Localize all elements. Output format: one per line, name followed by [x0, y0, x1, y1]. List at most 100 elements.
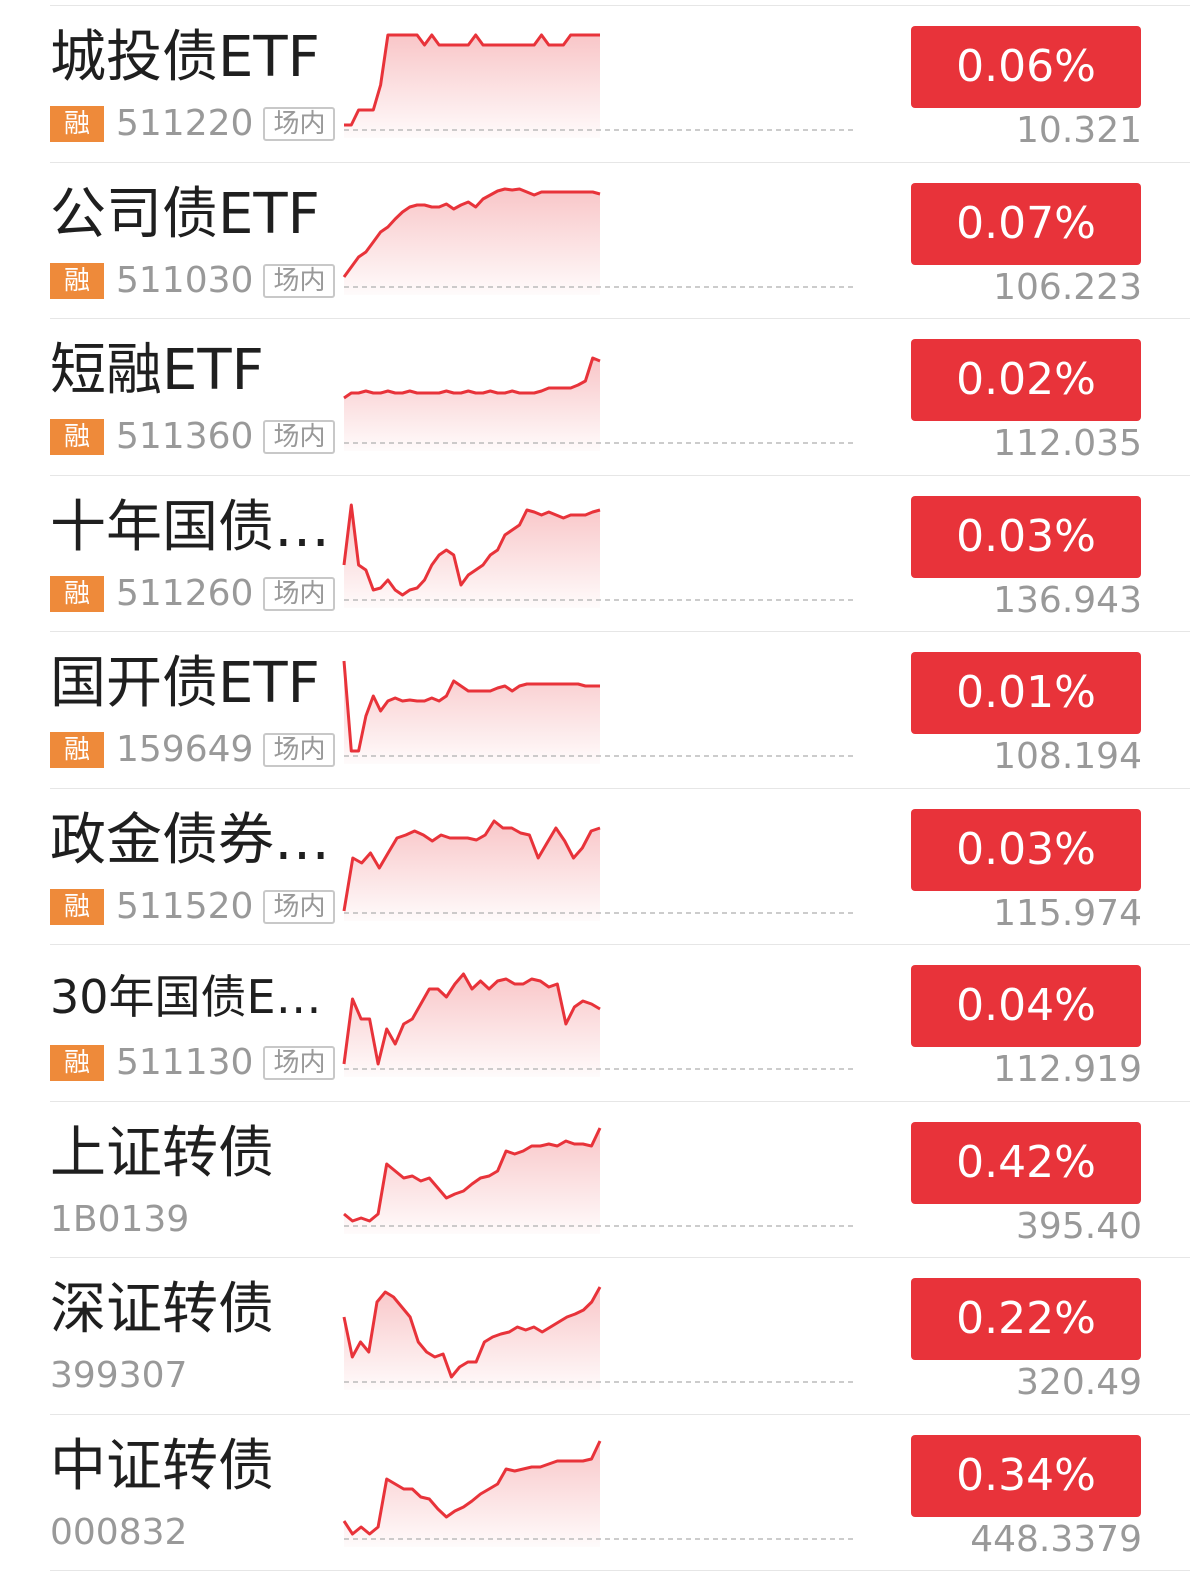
- sparkline-chart-icon: [342, 819, 856, 921]
- last-price: 448.3379: [970, 1518, 1142, 1560]
- sparkline-chart-icon: [342, 972, 856, 1077]
- sparkline-area: [344, 661, 600, 764]
- sparkline-line: [342, 660, 600, 753]
- margin-badge: 融: [50, 888, 104, 925]
- sparkline-line: [342, 819, 601, 911]
- change-percent-button[interactable]: 0.34%: [911, 1434, 1141, 1517]
- list-item-159649[interactable]: 国开债ETF 融 159649 场内 0.01% 108.194: [50, 632, 1190, 789]
- sparkline-area: [344, 1440, 600, 1547]
- change-percent-button[interactable]: 0.01%: [911, 652, 1141, 734]
- security-name: 深证转债: [50, 1277, 274, 1342]
- sparkline-area: [344, 1127, 600, 1234]
- sparkline-area: [344, 974, 600, 1077]
- security-name: 国开债ETF: [50, 651, 320, 716]
- sparkline-chart-icon: [343, 1126, 856, 1234]
- security-code: 511220: [116, 103, 254, 144]
- security-meta: 融 511130 场内: [50, 1042, 336, 1083]
- sparkline-line: [342, 1439, 602, 1535]
- sparkline-area: [344, 504, 600, 608]
- security-meta: 1B0139: [50, 1199, 189, 1240]
- security-name: 30年国债ET...: [50, 970, 342, 1024]
- list-item-511130[interactable]: 30年国债ET... 融 511130 场内 0.04% 112.919: [50, 945, 1190, 1102]
- sparkline-line: [342, 503, 601, 596]
- margin-badge: 融: [50, 1045, 104, 1081]
- change-percent-button[interactable]: 0.02%: [911, 339, 1141, 421]
- sparkline-line: [342, 1286, 602, 1379]
- change-percent-button[interactable]: 0.03%: [911, 495, 1141, 578]
- security-meta: 融 511520 场内: [50, 885, 336, 927]
- margin-badge: 融: [50, 732, 104, 768]
- list-item-511030[interactable]: 公司债ETF 融 511030 场内 0.07% 106.223: [50, 163, 1190, 319]
- security-code: 399307: [50, 1355, 188, 1396]
- market-tag: 场内: [263, 420, 336, 454]
- security-code: 159649: [116, 729, 254, 770]
- security-code: 511030: [116, 259, 254, 301]
- security-name: 政金债券ETF: [50, 807, 342, 873]
- list-item-511260[interactable]: 十年国债ETF 融 511260 场内 0.03% 136.943: [50, 476, 1190, 632]
- security-name: 公司债ETF: [50, 181, 320, 247]
- security-code: 511520: [116, 885, 254, 927]
- security-name: 城投债ETF: [50, 25, 320, 90]
- market-tag: 场内: [263, 889, 336, 924]
- last-price: 10.321: [1016, 110, 1142, 151]
- market-tag: 场内: [263, 733, 336, 767]
- sparkline-line: [343, 356, 601, 400]
- list-item-511520[interactable]: 政金债券ETF 融 511520 场内 0.03% 115.974: [50, 789, 1190, 945]
- sparkline-chart-icon: [342, 1286, 856, 1390]
- market-tag: 场内: [263, 576, 336, 611]
- sparkline-chart-icon: [342, 660, 856, 764]
- sparkline-chart-icon: [344, 33, 856, 138]
- margin-badge: 融: [50, 575, 104, 612]
- last-price: 112.919: [993, 1049, 1142, 1090]
- sparkline-line: [342, 972, 601, 1066]
- security-meta: 融 159649 场内: [50, 729, 336, 770]
- last-price: 106.223: [993, 266, 1142, 308]
- security-name: 上证转债: [50, 1120, 274, 1186]
- security-name: 十年国债ETF: [50, 494, 342, 560]
- security-meta: 融 511030 场内: [50, 259, 336, 301]
- sparkline-line: [343, 1126, 602, 1222]
- change-percent-button[interactable]: 0.07%: [911, 182, 1141, 265]
- security-meta: 融 511360 场内: [50, 416, 336, 457]
- security-name: 中证转债: [50, 1433, 274, 1499]
- last-price: 108.194: [993, 736, 1142, 777]
- market-tag: 场内: [263, 1046, 336, 1080]
- change-percent-button[interactable]: 0.03%: [911, 808, 1141, 891]
- change-percent-button[interactable]: 0.06%: [911, 26, 1141, 108]
- security-meta: 399307: [50, 1356, 187, 1396]
- sparkline-area: [344, 188, 600, 295]
- sparkline-area: [344, 35, 600, 138]
- last-price: 395.40: [1016, 1205, 1142, 1247]
- last-price: 115.974: [993, 892, 1142, 934]
- margin-badge: 融: [50, 106, 104, 142]
- sparkline-area: [344, 820, 600, 921]
- security-code: 000832: [50, 1511, 188, 1553]
- security-code: 511130: [116, 1042, 254, 1083]
- margin-badge: 融: [50, 419, 104, 455]
- sparkline-line: [344, 33, 600, 127]
- sparkline-line: [342, 187, 601, 278]
- etf-list: 城投债ETF 融 511220 场内 0.06% 10.321 公司债ETF 融…: [0, 6, 1190, 1571]
- market-tag: 场内: [263, 263, 336, 298]
- security-code: 511360: [116, 416, 254, 457]
- sparkline-chart-icon: [342, 187, 856, 295]
- last-price: 112.035: [993, 423, 1142, 464]
- change-percent-button[interactable]: 0.22%: [911, 1278, 1141, 1360]
- security-meta: 000832: [50, 1511, 188, 1553]
- security-name: 短融ETF: [50, 338, 264, 403]
- security-meta: 融 511260 场内: [50, 572, 336, 614]
- sparkline-area: [344, 358, 600, 451]
- list-item-511360[interactable]: 短融ETF 融 511360 场内 0.02% 112.035: [50, 319, 1190, 476]
- sparkline-chart-icon: [342, 1439, 856, 1547]
- last-price: 136.943: [993, 579, 1142, 621]
- margin-badge: 融: [50, 262, 104, 299]
- change-percent-button[interactable]: 0.04%: [911, 965, 1141, 1047]
- list-item-511220[interactable]: 城投债ETF 融 511220 场内 0.06% 10.321: [50, 6, 1190, 163]
- security-meta: 融 511220 场内: [50, 103, 336, 144]
- list-item-399307[interactable]: 深证转债 399307 0.22% 320.49: [50, 1258, 1190, 1415]
- sparkline-area: [344, 1287, 600, 1390]
- list-item-000832[interactable]: 中证转债 000832 0.34% 448.3379: [50, 1415, 1190, 1571]
- change-percent-button[interactable]: 0.42%: [911, 1121, 1141, 1204]
- security-code: 511260: [116, 572, 254, 614]
- list-item-1B0139[interactable]: 上证转债 1B0139 0.42% 395.40: [50, 1102, 1190, 1258]
